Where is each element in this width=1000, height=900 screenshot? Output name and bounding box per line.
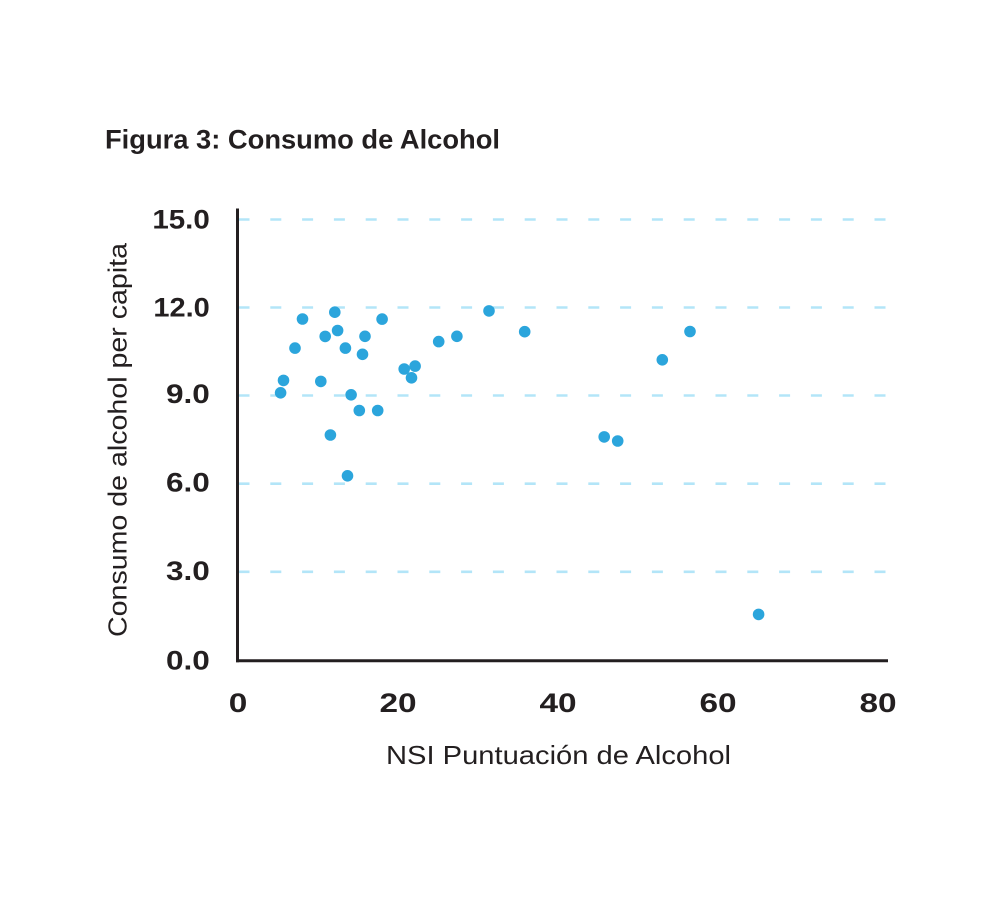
svg-text:80: 80 [859, 689, 896, 718]
svg-text:0: 0 [229, 689, 248, 718]
svg-text:NSI Puntuación de Alcohol: NSI Puntuación de Alcohol [386, 740, 731, 770]
svg-text:60: 60 [699, 689, 736, 718]
svg-text:40: 40 [539, 689, 576, 718]
svg-text:15.0: 15.0 [152, 205, 209, 234]
svg-text:0.0: 0.0 [166, 647, 210, 676]
svg-text:6.0: 6.0 [166, 469, 210, 498]
svg-text:Consumo de alcohol per capita: Consumo de alcohol per capita [102, 242, 132, 637]
svg-text:3.0: 3.0 [166, 557, 210, 586]
svg-text:20: 20 [379, 689, 416, 718]
svg-text:9.0: 9.0 [166, 380, 210, 409]
svg-text:Figura 3: Consumo de Alcohol: Figura 3: Consumo de Alcohol [105, 125, 500, 155]
svg-text:12.0: 12.0 [153, 293, 209, 323]
